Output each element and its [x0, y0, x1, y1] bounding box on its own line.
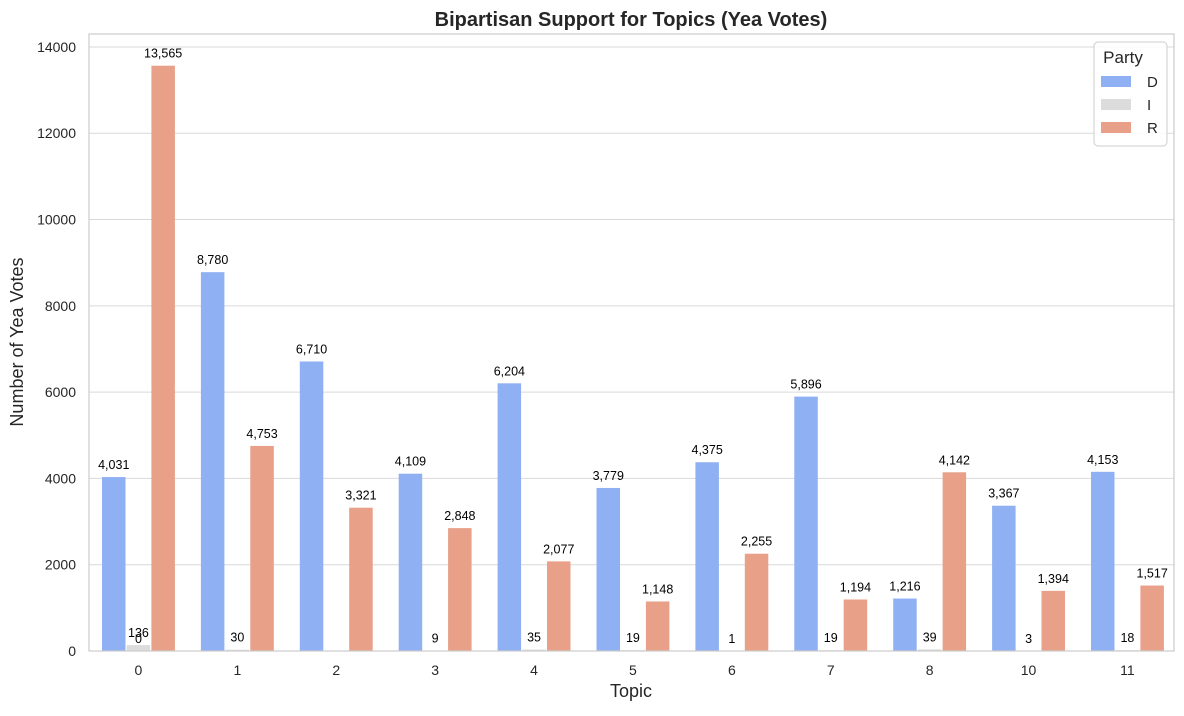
data-label: 1,194	[840, 580, 871, 594]
bar-r	[1140, 586, 1164, 651]
bar-r	[646, 601, 670, 651]
y-axis-label: Number of Yea Votes	[7, 257, 27, 426]
data-label: 1,216	[889, 580, 920, 594]
y-tick-label: 8000	[45, 298, 76, 314]
data-label: 2,255	[741, 535, 772, 549]
x-axis-ticks: 0 1 2 3 4 5 6 7 8 10 11	[135, 662, 1135, 678]
x-tick-label: 11	[1120, 662, 1135, 678]
bar-d	[1091, 472, 1115, 651]
data-label: 4,375	[692, 443, 723, 457]
bar-r	[844, 599, 868, 651]
data-label: 2,848	[444, 509, 475, 523]
y-tick-label: 2000	[45, 557, 76, 573]
legend-title: Party	[1103, 48, 1143, 67]
x-tick-label: 4	[530, 662, 538, 678]
bar-r	[745, 554, 769, 651]
data-label: 1,394	[1038, 572, 1069, 586]
bar-d	[498, 383, 521, 651]
bar-d	[597, 488, 621, 651]
x-axis-label: Topic	[610, 681, 652, 701]
x-tick-label: 3	[431, 662, 439, 678]
data-label: 19	[626, 631, 640, 645]
y-tick-label: 0	[68, 643, 76, 659]
legend-swatch-r	[1101, 122, 1131, 133]
x-tick-label: 5	[629, 662, 637, 678]
chart-title: Bipartisan Support for Topics (Yea Votes…	[435, 9, 828, 31]
bar-d	[201, 272, 225, 651]
annotation-label: 0	[135, 632, 142, 646]
y-tick-label: 10000	[37, 212, 76, 228]
legend-swatch-d	[1101, 76, 1131, 87]
legend: Party DIR	[1094, 42, 1167, 146]
x-tick-label: 1	[233, 662, 241, 678]
bar-r	[151, 66, 175, 651]
x-tick-label: 10	[1021, 662, 1037, 678]
data-label: 18	[1120, 631, 1134, 645]
data-label: 6,710	[296, 342, 327, 356]
data-label: 3,321	[345, 489, 376, 503]
data-label: 4,142	[939, 453, 970, 467]
data-label: 2,077	[543, 542, 574, 556]
bar-d	[399, 474, 423, 651]
bar-d	[794, 397, 818, 651]
legend-label-i: I	[1147, 97, 1151, 114]
x-tick-label: 8	[926, 662, 934, 678]
data-label: 30	[230, 631, 244, 645]
y-tick-label: 4000	[45, 470, 76, 486]
y-tick-label: 6000	[45, 384, 76, 400]
bar-d	[300, 361, 324, 651]
bar-i	[127, 645, 151, 651]
data-label: 4,153	[1087, 453, 1118, 467]
bar-r	[547, 561, 571, 651]
x-tick-label: 2	[332, 662, 340, 678]
bars	[102, 66, 1164, 651]
bar-r	[1042, 591, 1066, 651]
x-tick-label: 0	[135, 662, 143, 678]
bar-d	[893, 599, 917, 651]
bar-r	[250, 446, 273, 651]
x-tick-label: 7	[827, 662, 835, 678]
bar-d	[992, 506, 1016, 651]
data-label: 13,565	[144, 47, 182, 61]
data-label: 5,896	[790, 378, 821, 392]
data-label: 3	[1025, 632, 1032, 646]
data-label: 1,517	[1137, 567, 1168, 581]
data-label: 8,780	[197, 253, 228, 267]
data-label: 1,148	[642, 582, 673, 596]
legend-swatch-i	[1101, 99, 1131, 110]
bar-r	[943, 472, 967, 651]
data-label: 19	[824, 631, 838, 645]
data-label: 3,367	[988, 487, 1019, 501]
bar-r	[448, 528, 472, 651]
data-label: 4,109	[395, 455, 426, 469]
y-tick-label: 12000	[37, 125, 76, 141]
bar-d	[102, 477, 126, 651]
data-label: 1	[728, 632, 735, 646]
data-label: 4,753	[246, 427, 277, 441]
bar-d	[695, 462, 719, 651]
x-tick-label: 6	[728, 662, 736, 678]
data-label: 4,031	[98, 458, 129, 472]
data-label: 3,779	[593, 469, 624, 483]
y-axis-ticks: 0 2000 4000 6000 8000 10000 12000 14000	[37, 39, 76, 659]
data-label: 39	[923, 630, 937, 644]
data-label: 9	[432, 632, 439, 646]
legend-label-d: D	[1147, 74, 1158, 91]
bar-r	[349, 508, 373, 651]
legend-label-r: R	[1147, 120, 1158, 137]
y-tick-label: 14000	[37, 39, 76, 55]
data-label: 6,204	[494, 364, 525, 378]
legend-items: DIR	[1101, 74, 1158, 137]
data-label: 35	[527, 630, 541, 644]
